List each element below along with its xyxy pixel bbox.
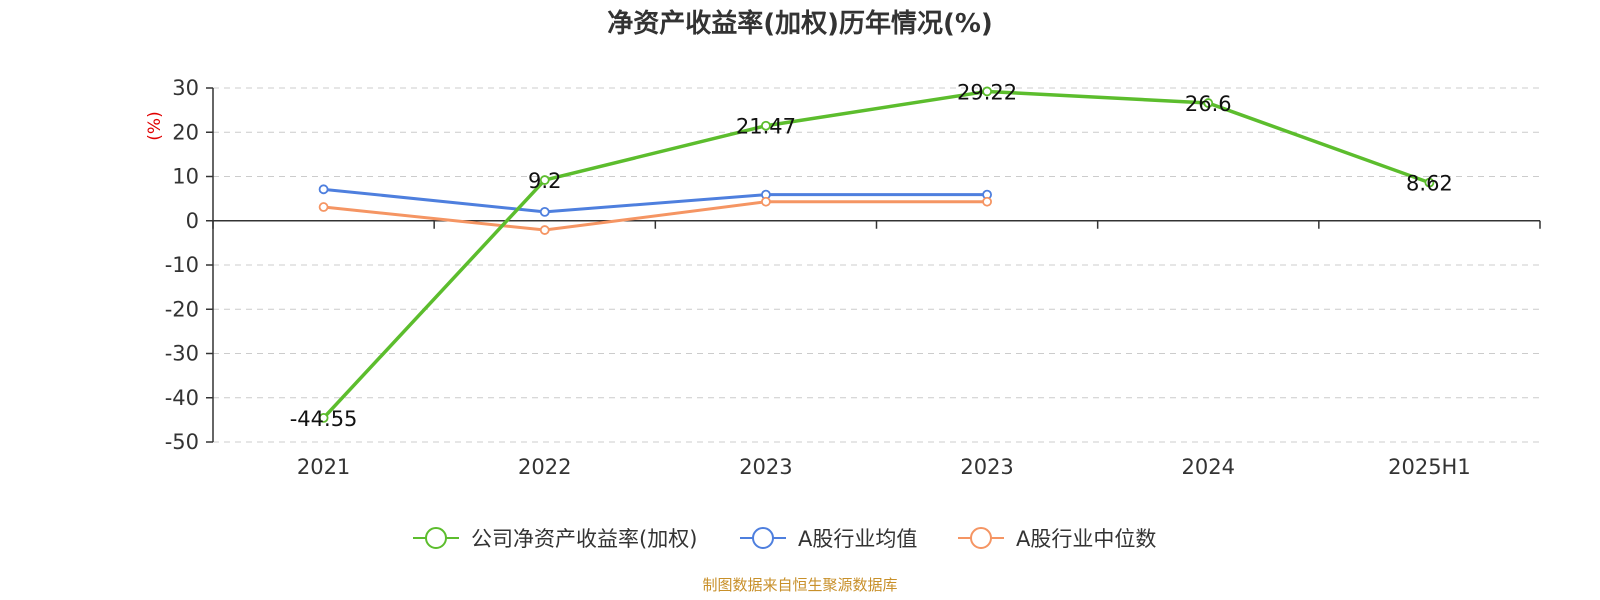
legend-label: A股行业均值 xyxy=(798,527,917,551)
legend-marker xyxy=(970,527,992,549)
source-note: 制图数据来自恒生聚源数据库 xyxy=(702,576,897,594)
x-tick-label: 2024 xyxy=(1182,455,1235,479)
data-label: 8.62 xyxy=(1406,172,1453,196)
data-point xyxy=(318,184,329,195)
y-tick-label: 30 xyxy=(172,76,199,100)
data-point xyxy=(982,86,992,97)
data-point xyxy=(539,175,550,185)
legend-label: A股行业中位数 xyxy=(1016,527,1156,551)
series-lines xyxy=(318,86,1435,423)
y-axis-label: (%) xyxy=(145,111,165,140)
y-tick-label: -50 xyxy=(165,430,199,454)
y-tick-label: -20 xyxy=(165,297,199,321)
x-tick-label: 2021 xyxy=(297,455,350,479)
series-line-0 xyxy=(322,89,1431,420)
y-tick-label: 0 xyxy=(186,209,199,233)
x-tick-label: 2023 xyxy=(739,455,792,479)
data-point xyxy=(1203,98,1214,108)
grid-lines xyxy=(213,87,1540,443)
data-point xyxy=(318,412,329,423)
x-tick-label: 2023 xyxy=(960,455,1013,479)
legend[interactable]: 公司净资产收益率(加权) A股行业均值 A股行业中位数 xyxy=(413,527,1156,551)
data-point xyxy=(761,120,771,131)
data-label: 9.2 xyxy=(528,169,561,193)
legend-label: 公司净资产收益率(加权) xyxy=(471,527,697,551)
data-point xyxy=(982,196,992,207)
data-label: 21.47 xyxy=(736,115,796,139)
legend-marker xyxy=(425,527,447,549)
data-labels: -44.55 9.2 21.47 29.22 26.6 8.62 xyxy=(290,80,1453,430)
legend-item[interactable]: A股行业中位数 xyxy=(958,527,1156,551)
chart-title: 净资产收益率(加权)历年情况(%) xyxy=(607,8,993,39)
legend-item[interactable]: A股行业均值 xyxy=(740,527,917,551)
x-tick-labels: 2021 2022 2023 2023 2024 2025H1 xyxy=(297,455,1471,479)
y-tick-label: -30 xyxy=(165,342,199,366)
legend-marker xyxy=(752,527,774,549)
data-label: -44.55 xyxy=(290,407,358,431)
data-point xyxy=(318,202,329,212)
y-tick-label: 10 xyxy=(172,165,199,189)
x-tick-label: 2025H1 xyxy=(1388,455,1471,479)
series-line-1 xyxy=(323,187,988,214)
y-tick-labels: 30 20 10 0 -10 -20 -30 -40 -50 xyxy=(165,76,199,454)
y-tick-label: 20 xyxy=(172,120,199,144)
legend-item[interactable]: 公司净资产收益率(加权) xyxy=(413,527,697,551)
data-point xyxy=(761,196,771,207)
data-point xyxy=(539,225,550,235)
x-tick-label: 2022 xyxy=(518,455,571,479)
data-point xyxy=(1424,177,1435,188)
axes xyxy=(206,87,1541,443)
y-tick-label: -10 xyxy=(165,253,199,277)
data-label: 29.22 xyxy=(957,80,1017,104)
y-tick-label: -40 xyxy=(165,386,199,410)
data-point xyxy=(539,206,550,217)
series-line-2 xyxy=(323,200,988,232)
data-label: 26.6 xyxy=(1185,92,1232,116)
